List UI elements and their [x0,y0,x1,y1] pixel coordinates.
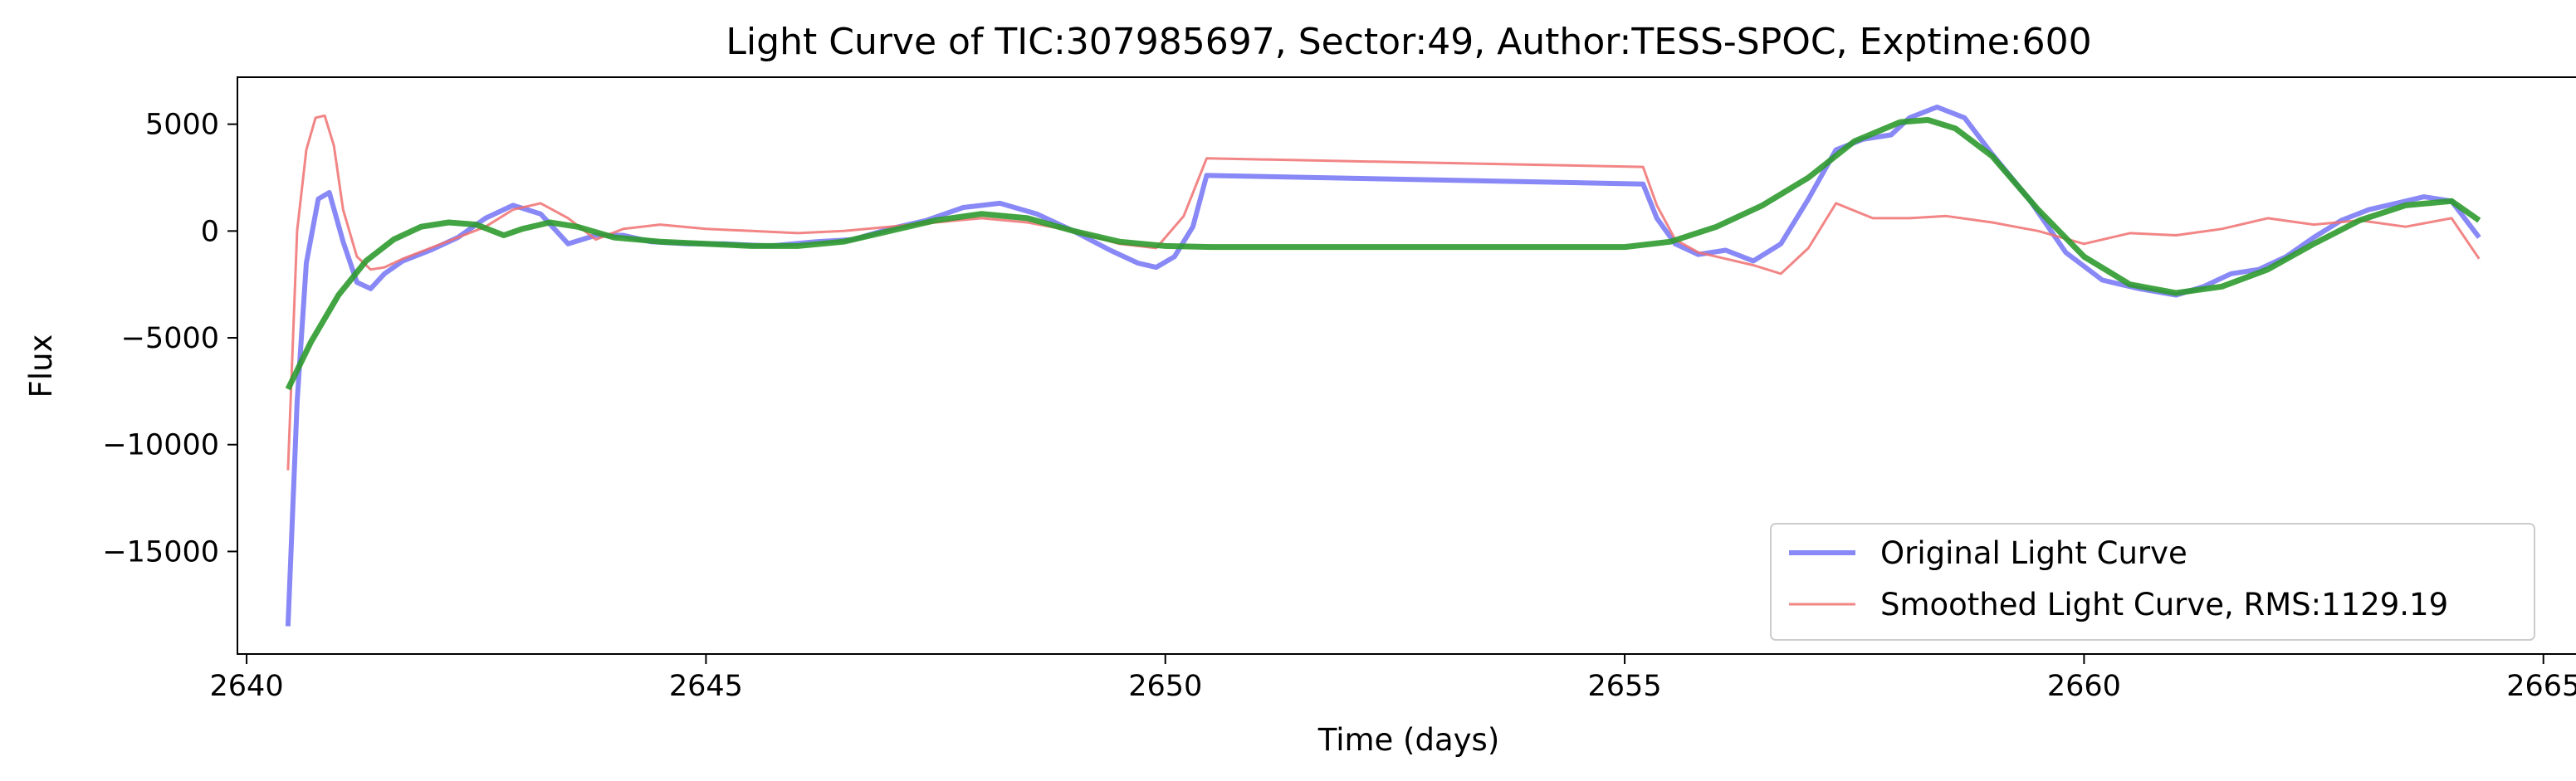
y-tick-label: −15000 [102,535,219,569]
x-tick-label: 2645 [669,670,743,703]
y-tick-label: 0 [201,215,219,248]
series-line-3 [285,117,2481,391]
y-axis-label: Flux [23,334,59,398]
x-tick-label: 2640 [210,670,284,703]
y-tick-label: −5000 [121,322,219,355]
x-tick-label: 2665 [2506,670,2576,703]
x-tick-label: 2655 [1588,670,1662,703]
legend: Original Light Curve Smoothed Light Curve… [1770,523,2535,641]
x-axis: 2640 2645 2650 2655 2660 2665 [210,654,2576,703]
x-tick-label: 2650 [1128,670,1202,703]
chart-title: Light Curve of TIC:307985697, Sector:49,… [726,21,2091,63]
legend-label: Smoothed Light Curve, RMS:1129.19 [1880,587,2448,622]
x-tick-label: 2660 [2047,670,2121,703]
legend-box [1770,523,2535,641]
y-tick-label: 5000 [145,109,219,142]
plot-area [285,105,2481,627]
legend-label: Original Light Curve [1880,535,2187,571]
x-axis-label: Time (days) [1317,722,1500,758]
plot-frame [237,76,2576,655]
y-tick-label: −10000 [102,429,219,462]
y-axis: 5000 0 −5000 −10000 −15000 [102,109,237,569]
